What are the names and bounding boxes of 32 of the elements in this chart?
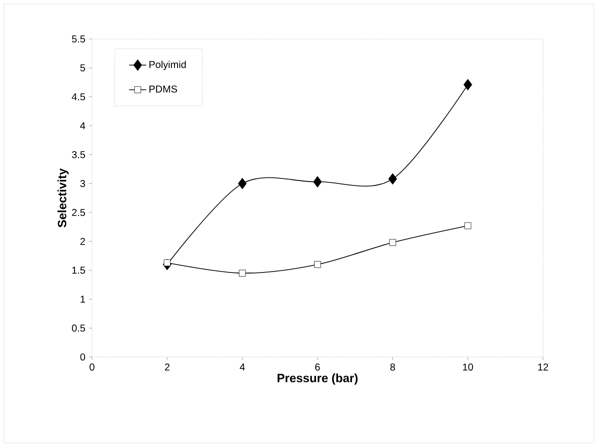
point: [314, 261, 321, 268]
y-tick-label: 1: [80, 296, 85, 303]
y-tick-label: 3.5: [72, 151, 86, 158]
x-tick-label: 8: [390, 364, 396, 371]
y-tick-label: 4: [80, 122, 86, 130]
point: [238, 270, 246, 277]
y-tick-label: 2.5: [72, 208, 86, 216]
y-tick-label: 3: [80, 180, 86, 188]
y-tick-label: 5: [80, 64, 86, 72]
point: [388, 173, 397, 185]
x-axis-title: Pressure (bar): [278, 373, 358, 385]
point: [464, 222, 472, 230]
x-tick-label: 12: [538, 364, 548, 371]
legend-label: Polyimid: [149, 60, 186, 70]
legend-label: PDMS: [149, 85, 178, 93]
point: [389, 239, 396, 246]
y-tick-label: 5.5: [72, 36, 86, 42]
x-tick-label: 6: [315, 364, 320, 371]
x-tick-label: 4: [240, 364, 245, 370]
y-tick-label: 1.5: [72, 266, 86, 274]
point: [238, 178, 247, 190]
y-tick-label: 0.5: [72, 324, 86, 332]
point: [313, 176, 322, 188]
x-tick-label: 10: [463, 364, 474, 371]
y-tick-label: 0: [80, 353, 86, 361]
y-tick-label: 4.5: [72, 93, 86, 100]
y-tick-label: 2: [80, 238, 85, 245]
point: [164, 259, 171, 266]
point: [464, 78, 472, 90]
x-tick-label: 2: [164, 364, 170, 371]
x-tick-label: 0: [90, 364, 94, 371]
y-axis-title: Selectivity: [58, 168, 69, 228]
